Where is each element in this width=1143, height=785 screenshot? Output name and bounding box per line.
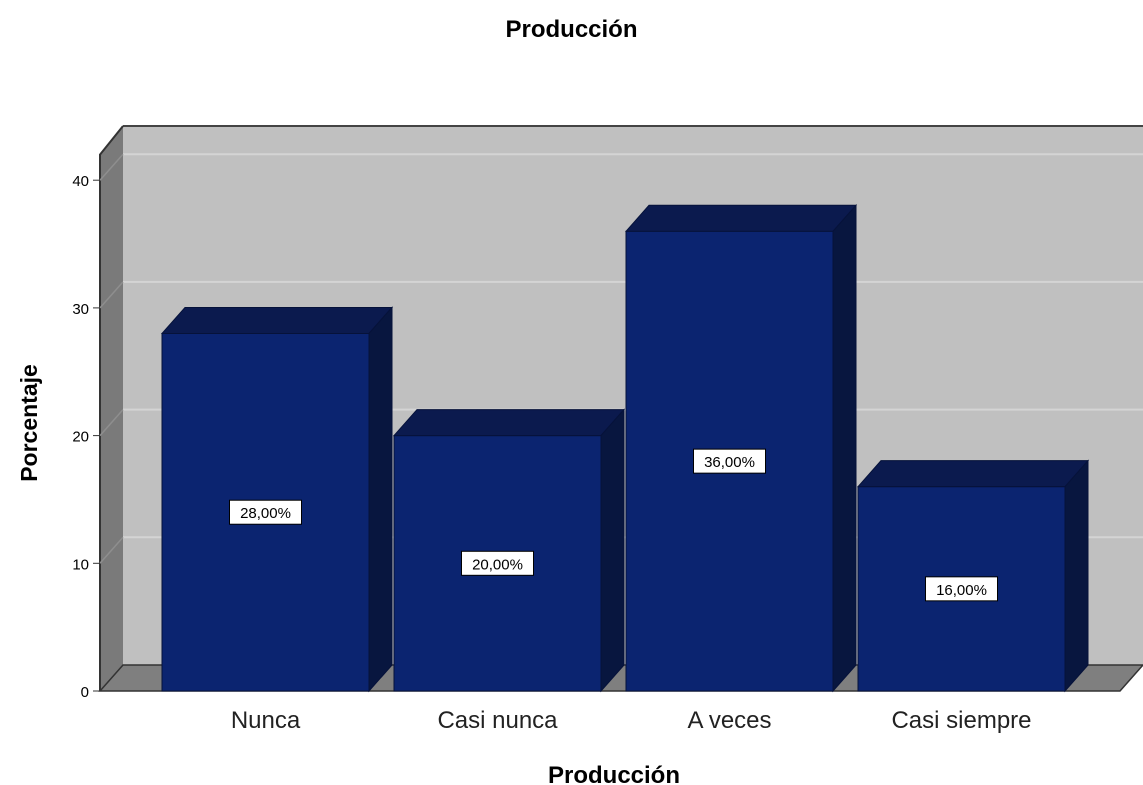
y-tick-label: 40 xyxy=(72,173,89,190)
data-label-text: 20,00% xyxy=(472,556,523,573)
data-label-box xyxy=(229,499,302,525)
gridline-side xyxy=(99,409,124,437)
data-label-text: 28,00% xyxy=(240,505,291,522)
gridline-side xyxy=(99,153,124,181)
chart-title: Producción xyxy=(505,16,638,43)
data-labels: 28,00% 20,00% 36,00% 16,00% xyxy=(229,448,998,602)
data-label-box xyxy=(925,576,998,602)
gridline-side xyxy=(99,281,124,309)
bar xyxy=(856,459,1090,693)
data-label-box xyxy=(693,448,766,474)
bar-side xyxy=(832,203,857,693)
y-ticks: 0 10 20 30 40 xyxy=(72,173,100,701)
x-category-label: Casi siempre xyxy=(891,707,1031,734)
data-label: 36,00% xyxy=(693,448,766,474)
side-wall-edge xyxy=(99,125,124,691)
y-tick-label: 30 xyxy=(72,301,89,318)
y-tick-label: 0 xyxy=(81,684,89,701)
x-axis-label: Producción xyxy=(548,762,680,785)
bar-side xyxy=(600,408,625,693)
x-categories: Nunca Casi nunca A veces Casi siempre xyxy=(231,707,1032,734)
data-label-text: 16,00% xyxy=(936,582,987,599)
bar xyxy=(392,408,626,693)
bar-side xyxy=(1064,459,1089,693)
x-category-label: Nunca xyxy=(231,707,301,734)
bar-top xyxy=(624,204,858,232)
bar-top xyxy=(392,409,626,437)
bar-top xyxy=(160,306,394,334)
x-category-label: A veces xyxy=(687,707,771,734)
y-tick-label: 10 xyxy=(72,556,89,573)
bar-side xyxy=(368,306,393,693)
data-label: 16,00% xyxy=(925,576,998,602)
bar xyxy=(160,306,394,693)
bar-top xyxy=(856,460,1090,488)
bar xyxy=(624,203,858,693)
data-label-text: 36,00% xyxy=(704,454,755,471)
gridline-side xyxy=(99,536,124,564)
y-tick-label: 20 xyxy=(72,429,89,446)
side-wall xyxy=(100,126,123,691)
y-axis-label: Porcentaje xyxy=(16,364,42,482)
data-label: 28,00% xyxy=(229,499,302,525)
data-label: 20,00% xyxy=(461,550,534,576)
data-label-box xyxy=(461,550,534,576)
x-category-label: Casi nunca xyxy=(437,707,558,734)
